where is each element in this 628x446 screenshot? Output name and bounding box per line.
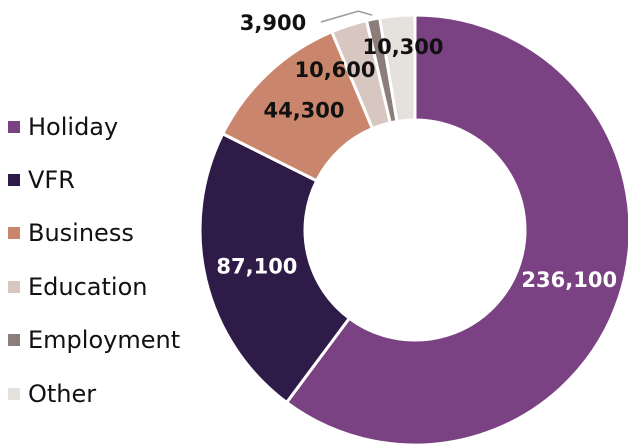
legend-swatch-business [8,227,20,240]
legend-swatch-employment [8,334,20,347]
legend-item-education: Education [8,260,180,313]
legend-label-holiday: Holiday [28,112,119,141]
slice-holiday [284,13,628,446]
legend-label-employment: Employment [28,326,181,355]
legend-swatch-other [8,387,20,400]
legend-item-business: Business [8,207,180,260]
legend-label-education: Education [28,272,148,301]
legend-item-vfr: VFR [8,153,180,206]
slice-vfr [198,131,352,405]
data-label-vfr: 87,100 [216,255,297,279]
legend-swatch-holiday [8,120,20,133]
data-label-other: 10,300 [362,35,443,59]
legend-item-holiday: Holiday [8,100,180,153]
legend-label-business: Business [28,219,134,248]
legend-item-employment: Employment [8,314,180,367]
data-label-education: 10,600 [294,58,375,82]
legend-swatch-vfr [8,174,20,187]
data-label-employment: 3,900 [240,11,306,35]
legend-label-other: Other [28,379,97,408]
data-label-business: 44,300 [263,98,344,122]
slice-other [377,13,417,124]
legend-swatch-education [8,280,20,293]
legend-label-vfr: VFR [28,166,75,195]
leader-line-employment [320,10,373,23]
legend-item-other: Other [8,367,180,420]
data-label-holiday: 236,100 [521,268,617,292]
chart-legend: Holiday VFR Business Education Employmen… [8,100,180,420]
